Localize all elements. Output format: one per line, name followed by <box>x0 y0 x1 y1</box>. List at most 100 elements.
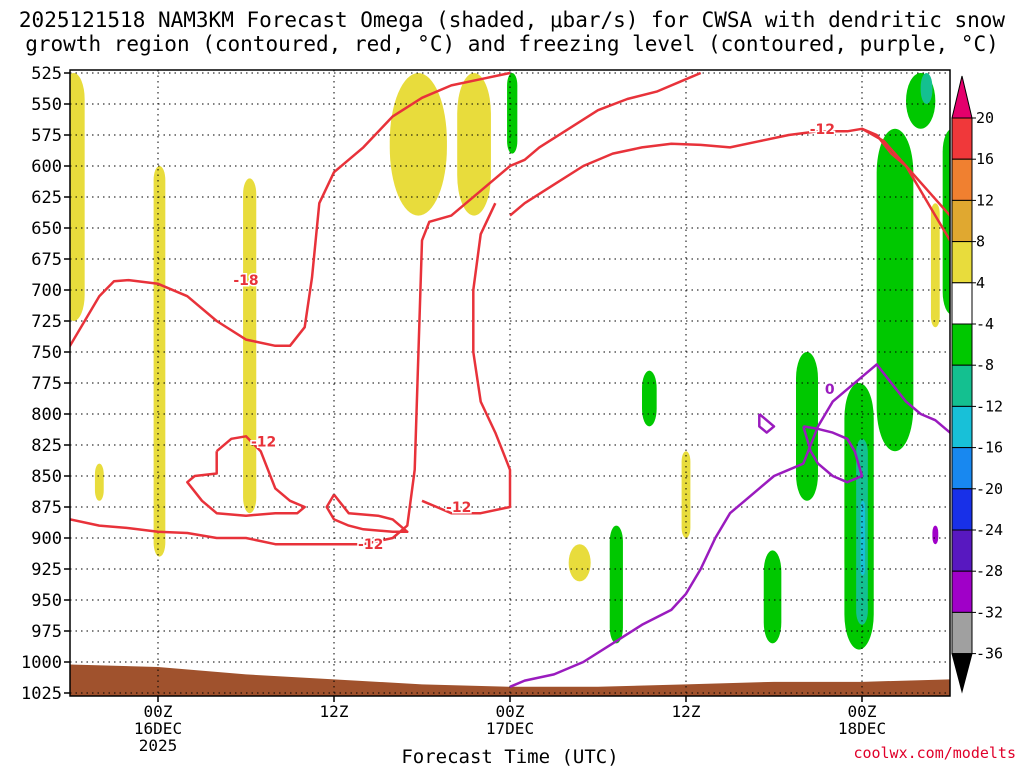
y-tick-label-750: 750 <box>31 343 62 363</box>
omega-region-descent-15 <box>763 550 782 644</box>
x-tick-label-24: 00Z 17DEC <box>470 703 550 737</box>
colorbar-label--12: -12 <box>976 397 1003 415</box>
x-tick-label-line: 16DEC <box>133 719 183 738</box>
colorbar-label--16: -16 <box>976 439 1003 457</box>
x-tick-label-line: 12Z <box>319 702 349 721</box>
chart-title-line1: 2025121518 NAM3KM Forecast Omega (shaded… <box>18 8 1006 32</box>
y-tick-label-800: 800 <box>31 405 62 425</box>
y-tick-label-525: 525 <box>31 64 62 84</box>
contour-red-2 <box>421 202 512 515</box>
y-tick-label-1000: 1000 <box>21 653 62 673</box>
colorbar-label--8: -8 <box>976 356 994 374</box>
y-tick-label-1025: 1025 <box>21 684 62 704</box>
x-tick-label-line: 17DEC <box>485 719 535 738</box>
y-tick-label-625: 625 <box>31 188 62 208</box>
y-tick-label-875: 875 <box>31 498 62 518</box>
colorbar-bin-16..20 <box>951 117 973 160</box>
omega-region-ascent-5 <box>457 73 491 216</box>
contour-red-1 <box>70 71 702 546</box>
y-tick-label-650: 650 <box>31 219 62 239</box>
contour-purple-7 <box>509 363 950 688</box>
x-tick-label-line: 2025 <box>138 736 178 755</box>
contour-red-0 <box>70 71 511 348</box>
x-tick-label-48: 00Z 18DEC <box>822 703 902 737</box>
y-tick-label-900: 900 <box>31 529 62 549</box>
colorbar-label--4: -4 <box>976 315 994 333</box>
omega-region-ascent-0 <box>41 73 63 166</box>
contour-red-4 <box>325 493 409 534</box>
colorbar-bin--24..-20 <box>951 488 973 531</box>
omega-region-ascent-4 <box>389 73 447 216</box>
omega-colorbar: 20 16 12 8 4 -4 -8 -12 -16 -20 -24 -28 -32 -36 <box>951 75 1003 694</box>
omega-region-descent-13 <box>609 525 623 644</box>
colorbar-label-12: 12 <box>976 191 994 209</box>
contour-label-0: -18 <box>233 273 258 289</box>
y-tick-label-575: 575 <box>31 126 62 146</box>
contour-label-2: -12 <box>446 500 471 516</box>
colorbar-label-8: 8 <box>976 233 985 251</box>
x-tick-label-line: 00Z <box>847 702 877 721</box>
colorbar-bin--4..4 <box>951 282 973 325</box>
contour-label-3: -12 <box>358 537 383 553</box>
x-tick-label-line: 00Z <box>495 702 525 721</box>
omega-region-ascent-11 <box>930 203 940 328</box>
colorbar-bin--12..-8 <box>951 364 973 407</box>
omega-region-descent-22 <box>942 129 950 315</box>
contour-red-6 <box>861 127 950 219</box>
x-tick-label-12: 12Z <box>294 703 374 720</box>
x-axis-label: Forecast Time (UTC) <box>401 746 619 768</box>
ground-layer <box>70 664 950 696</box>
colorbar-bin--28..-24 <box>951 529 973 572</box>
y-tick-label-825: 825 <box>31 436 62 456</box>
omega-region-ascent-2 <box>153 166 166 557</box>
y-tick-label-775: 775 <box>31 374 62 394</box>
ground-terrain <box>70 664 950 696</box>
contour-red-3 <box>186 435 306 517</box>
credit-link[interactable]: coolwx.com/modelts <box>853 744 1016 762</box>
colorbar-label-16: 16 <box>976 150 994 168</box>
omega-region-descent-14 <box>642 370 657 427</box>
colorbar-label--20: -20 <box>976 480 1003 498</box>
y-tick-label-600: 600 <box>31 157 62 177</box>
colorbar-label--36: -36 <box>976 645 1003 663</box>
colorbar-bin--8..-4 <box>951 323 973 366</box>
contour-purple-9 <box>758 413 776 434</box>
colorbar-label--32: -32 <box>976 603 1003 621</box>
y-tick-label-975: 975 <box>31 622 62 642</box>
contour-label-4: -12 <box>810 122 835 138</box>
contour-layer: -18 -12 -12 -12 -12 0 <box>70 71 950 688</box>
y-tick-label-675: 675 <box>31 250 62 270</box>
y-tick-label-700: 700 <box>31 281 62 301</box>
colorbar-bin--20..-16 <box>951 447 973 490</box>
colorbar-label--24: -24 <box>976 521 1003 539</box>
colorbar-top-triangle <box>951 75 973 119</box>
y-tick-label-850: 850 <box>31 467 62 487</box>
omega-region-descent-12 <box>507 73 518 154</box>
colorbar-bin-8..12 <box>951 199 973 243</box>
colorbar-label-20: 20 <box>976 109 994 127</box>
colorbar-bin--32..-28 <box>951 570 973 613</box>
y-tick-label-925: 925 <box>31 560 62 580</box>
x-tick-label-line: 00Z <box>143 702 173 721</box>
colorbar-bin--16..-12 <box>951 405 973 449</box>
omega-region-descent-23 <box>920 73 933 104</box>
chart-title-line2: growth region (contoured, red, °C) and f… <box>25 32 999 56</box>
colorbar-bin-12..16 <box>951 158 973 201</box>
x-tick-label-line: 18DEC <box>837 719 887 738</box>
omega-region-ascent-6 <box>94 463 104 501</box>
colorbar-label--28: -28 <box>976 562 1003 580</box>
x-tick-label-36: 12Z <box>646 703 726 720</box>
colorbar-bin-4..8 <box>951 241 973 284</box>
y-tick-label-725: 725 <box>31 312 62 332</box>
omega-region-ascent-1 <box>70 73 85 321</box>
colorbar-bottom-triangle <box>951 653 973 694</box>
contour-label-1: -12 <box>251 434 276 450</box>
contour-purple-8 <box>802 425 864 484</box>
omega-region-descent-25 <box>932 525 939 545</box>
x-tick-label-0: 00Z 16DEC 2025 <box>118 703 198 754</box>
contour-label-5: 0 <box>825 382 835 398</box>
y-tick-label-950: 950 <box>31 591 62 611</box>
pressure-axis: 525 550 575 600 625 650 675 700 725 750 775 800 825 8… <box>21 64 863 704</box>
colorbar-label-4: 4 <box>976 274 985 292</box>
